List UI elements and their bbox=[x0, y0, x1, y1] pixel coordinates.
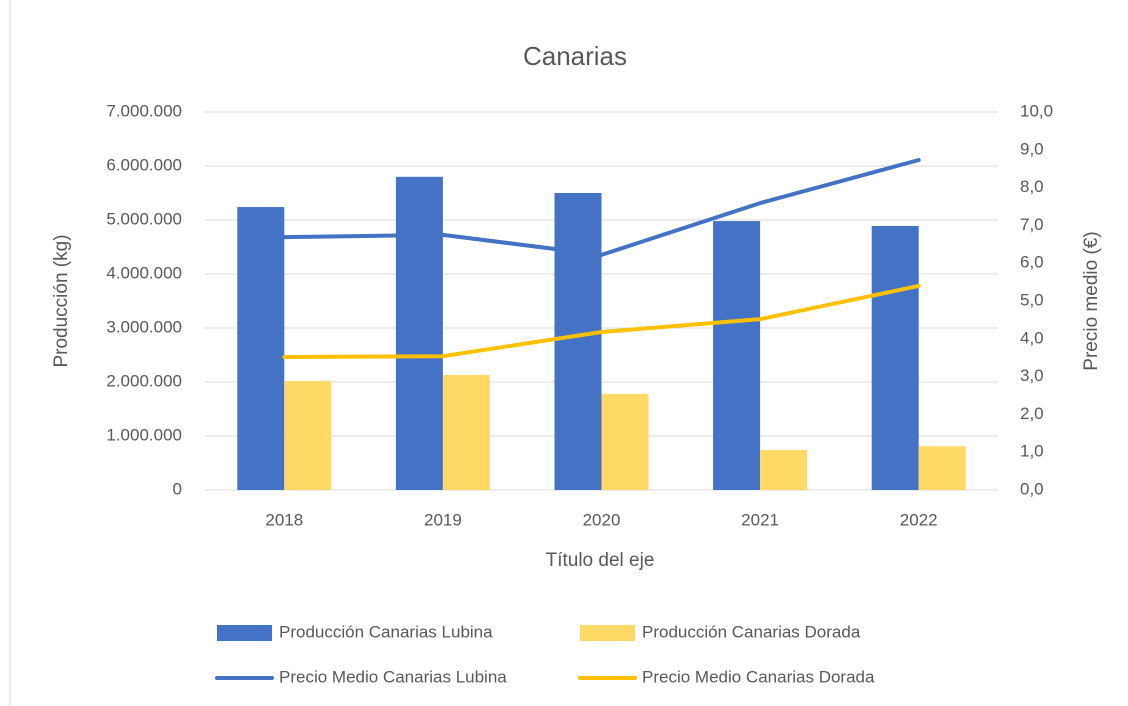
y2-tick-label: 0,0 bbox=[1020, 479, 1044, 498]
y2-tick-label: 2,0 bbox=[1020, 404, 1044, 423]
bar bbox=[237, 207, 285, 491]
x-tick-label: 2020 bbox=[583, 510, 621, 529]
x-tick-label: 2019 bbox=[424, 510, 462, 529]
legend-label: Precio Medio Canarias Lubina bbox=[279, 667, 507, 686]
y-tick-label: 6.000.000 bbox=[106, 155, 182, 174]
legend-label: Producción Canarias Dorada bbox=[642, 622, 861, 641]
y2-tick-label: 1,0 bbox=[1020, 442, 1044, 461]
y-tick-label: 5.000.000 bbox=[106, 209, 182, 228]
legend-label: Precio Medio Canarias Dorada bbox=[642, 667, 875, 686]
bar bbox=[918, 446, 966, 490]
y-tick-label: 0 bbox=[173, 479, 182, 498]
y-axis-title: Producción (kg) bbox=[51, 234, 72, 367]
bar bbox=[395, 176, 443, 491]
y-tick-label: 7.000.000 bbox=[106, 101, 182, 120]
x-axis-title: Título del eje bbox=[546, 550, 655, 571]
x-tick-label: 2022 bbox=[900, 510, 938, 529]
bar bbox=[601, 393, 649, 490]
y2-tick-label: 9,0 bbox=[1020, 139, 1044, 158]
y-tick-label: 3.000.000 bbox=[106, 317, 182, 336]
y2-tick-label: 5,0 bbox=[1020, 290, 1044, 309]
bar bbox=[442, 374, 490, 490]
y-tick-label: 1.000.000 bbox=[106, 425, 182, 444]
y2-tick-label: 7,0 bbox=[1020, 215, 1044, 234]
x-tick-label: 2021 bbox=[741, 510, 779, 529]
legend-label: Producción Canarias Lubina bbox=[279, 622, 493, 641]
bar bbox=[284, 380, 332, 490]
bar bbox=[871, 225, 919, 490]
y2-tick-label: 8,0 bbox=[1020, 177, 1044, 196]
line bbox=[282, 158, 921, 257]
line bbox=[282, 283, 921, 359]
chart-title: Canarias bbox=[523, 41, 627, 71]
y2-axis-title: Precio medio (€) bbox=[1081, 231, 1102, 370]
y2-tick-label: 6,0 bbox=[1020, 253, 1044, 272]
y2-tick-label: 10,0 bbox=[1020, 101, 1053, 120]
x-tick-label: 2018 bbox=[265, 510, 303, 529]
bar bbox=[713, 221, 761, 490]
bar bbox=[760, 450, 808, 490]
y-tick-label: 2.000.000 bbox=[106, 371, 182, 390]
y2-tick-label: 3,0 bbox=[1020, 366, 1044, 385]
y-tick-label: 4.000.000 bbox=[106, 263, 182, 282]
legend-swatch bbox=[580, 625, 635, 641]
legend-swatch bbox=[217, 625, 272, 641]
bar bbox=[554, 193, 602, 490]
y2-tick-label: 4,0 bbox=[1020, 328, 1044, 347]
